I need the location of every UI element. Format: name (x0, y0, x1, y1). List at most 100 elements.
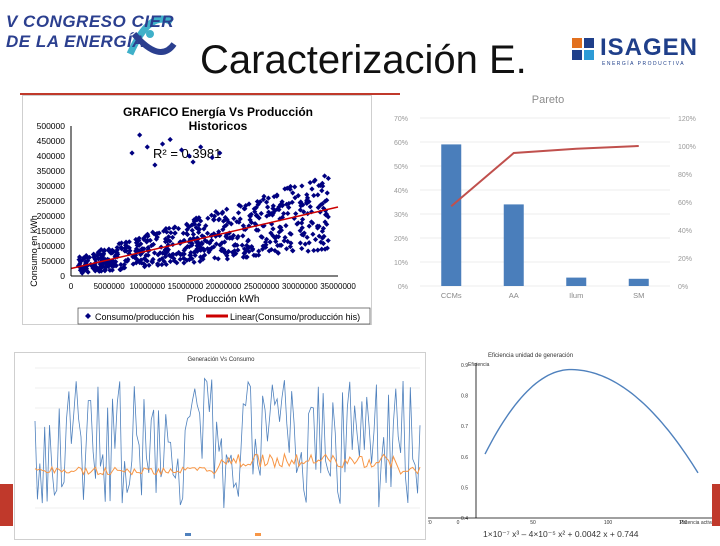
gen-vs-consumption-panel: Generación Vs Consumo (14, 352, 426, 540)
scatter-point (186, 153, 192, 159)
scatter-point (129, 150, 135, 156)
scatter-point (113, 262, 119, 269)
scatter-ytick: 500000 (37, 121, 66, 131)
title-divider (20, 93, 400, 95)
scatter-point (209, 154, 215, 161)
scatter-point (276, 204, 282, 210)
scatter-point (98, 255, 104, 261)
scatter-point (205, 215, 211, 221)
scatter-point (121, 261, 127, 268)
scatter-point (297, 207, 303, 213)
scatter-point (114, 244, 120, 251)
gen-legend-swatch-1 (185, 533, 191, 536)
scatter-point (324, 221, 330, 227)
pareto-bar (441, 144, 462, 286)
scatter-r2: R² = 0.3981 (153, 146, 221, 161)
scatter-point (299, 220, 305, 226)
right-accent-bar (712, 484, 720, 526)
scatter-point (275, 250, 281, 256)
scatter-point (116, 241, 122, 247)
scatter-point (307, 179, 313, 186)
scatter-point (287, 186, 293, 192)
scatter-xtick: 25000000 (244, 282, 280, 291)
efficiency-curve (484, 368, 699, 474)
scatter-point (305, 248, 311, 254)
swirl-logo-icon (126, 15, 177, 56)
scatter-point (170, 234, 176, 240)
gen-legend-swatch-2 (255, 533, 261, 536)
scatter-point (156, 230, 162, 236)
pareto-ytick-left: 60% (394, 140, 408, 147)
scatter-point (293, 211, 299, 217)
scatter-point (141, 235, 147, 241)
scatter-point (319, 187, 325, 194)
scatter-point (199, 241, 205, 247)
scatter-point (249, 247, 256, 253)
scatter-point (196, 222, 202, 228)
scatter-xtick: 15000000 (168, 282, 204, 291)
scatter-point (264, 204, 271, 210)
generation-series-line (34, 377, 421, 508)
scatter-point (245, 237, 251, 243)
scatter-point (278, 242, 284, 248)
scatter-point (276, 229, 282, 235)
scatter-point (163, 261, 169, 268)
scatter-ytick: 150000 (37, 226, 66, 236)
scatter-point (77, 259, 84, 265)
scatter-point (88, 262, 95, 269)
eff-ytick: 0.9 (461, 363, 468, 369)
scatter-ytick: 50000 (41, 256, 65, 266)
scatter-point (322, 173, 328, 179)
scatter-point (187, 252, 193, 258)
scatter-point (234, 219, 240, 225)
pareto-ytick-left: 40% (394, 188, 408, 195)
congress-logo: V CONGRESO CIER DE LA ENERGÍA (0, 0, 182, 84)
scatter-point (118, 244, 124, 250)
scatter-point (269, 210, 275, 216)
gen-title: Generación Vs Consumo (187, 357, 255, 363)
scatter-point (145, 252, 151, 258)
eff-equation: 1×10⁻⁷ x³ – 4×10⁻⁵ x² + 0.0042 x + 0.744 (483, 529, 639, 539)
scatter-point (190, 159, 196, 165)
pareto-category: AA (509, 291, 519, 298)
scatter-point (235, 233, 241, 240)
pareto-category: SM (633, 291, 644, 298)
scatter-point (179, 251, 185, 257)
scatter-point (265, 195, 272, 201)
scatter-title-line2: Historicos (189, 119, 248, 133)
scatter-point (282, 186, 288, 192)
scatter-trendline (70, 206, 339, 270)
pareto-category: Ilum (569, 291, 583, 298)
scatter-point (311, 178, 317, 184)
eff-title: Eficiencia unidad de generación (488, 353, 573, 359)
scatter-point (299, 231, 305, 238)
pareto-bar (566, 277, 587, 286)
scatter-point (224, 206, 230, 212)
scatter-point (283, 223, 289, 229)
scatter-ytick: 200000 (37, 211, 66, 221)
scatter-point (203, 223, 209, 229)
pareto-title: Pareto (532, 94, 564, 106)
scatter-point (283, 201, 290, 207)
scatter-point (319, 228, 325, 234)
pareto-ytick-right: 60% (678, 200, 692, 207)
scatter-point (311, 247, 317, 254)
scatter-point (235, 247, 241, 253)
scatter-point (150, 229, 156, 235)
scatter-point (177, 256, 183, 262)
pareto-ytick-left: 0% (398, 284, 408, 291)
scatter-point (325, 237, 331, 244)
scatter-point (101, 247, 107, 253)
scatter-point (244, 242, 250, 249)
scatter-point (287, 183, 294, 190)
scatter-point (146, 262, 152, 268)
scatter-point (189, 242, 195, 248)
scatter-point (211, 216, 217, 222)
scatter-ytick: 450000 (37, 136, 66, 146)
scatter-point (318, 239, 324, 245)
scatter-point (286, 204, 292, 211)
scatter-xtick: 0 (69, 282, 74, 291)
scatter-point (289, 248, 296, 254)
scatter-point (162, 251, 168, 257)
scatter-point (191, 259, 197, 265)
